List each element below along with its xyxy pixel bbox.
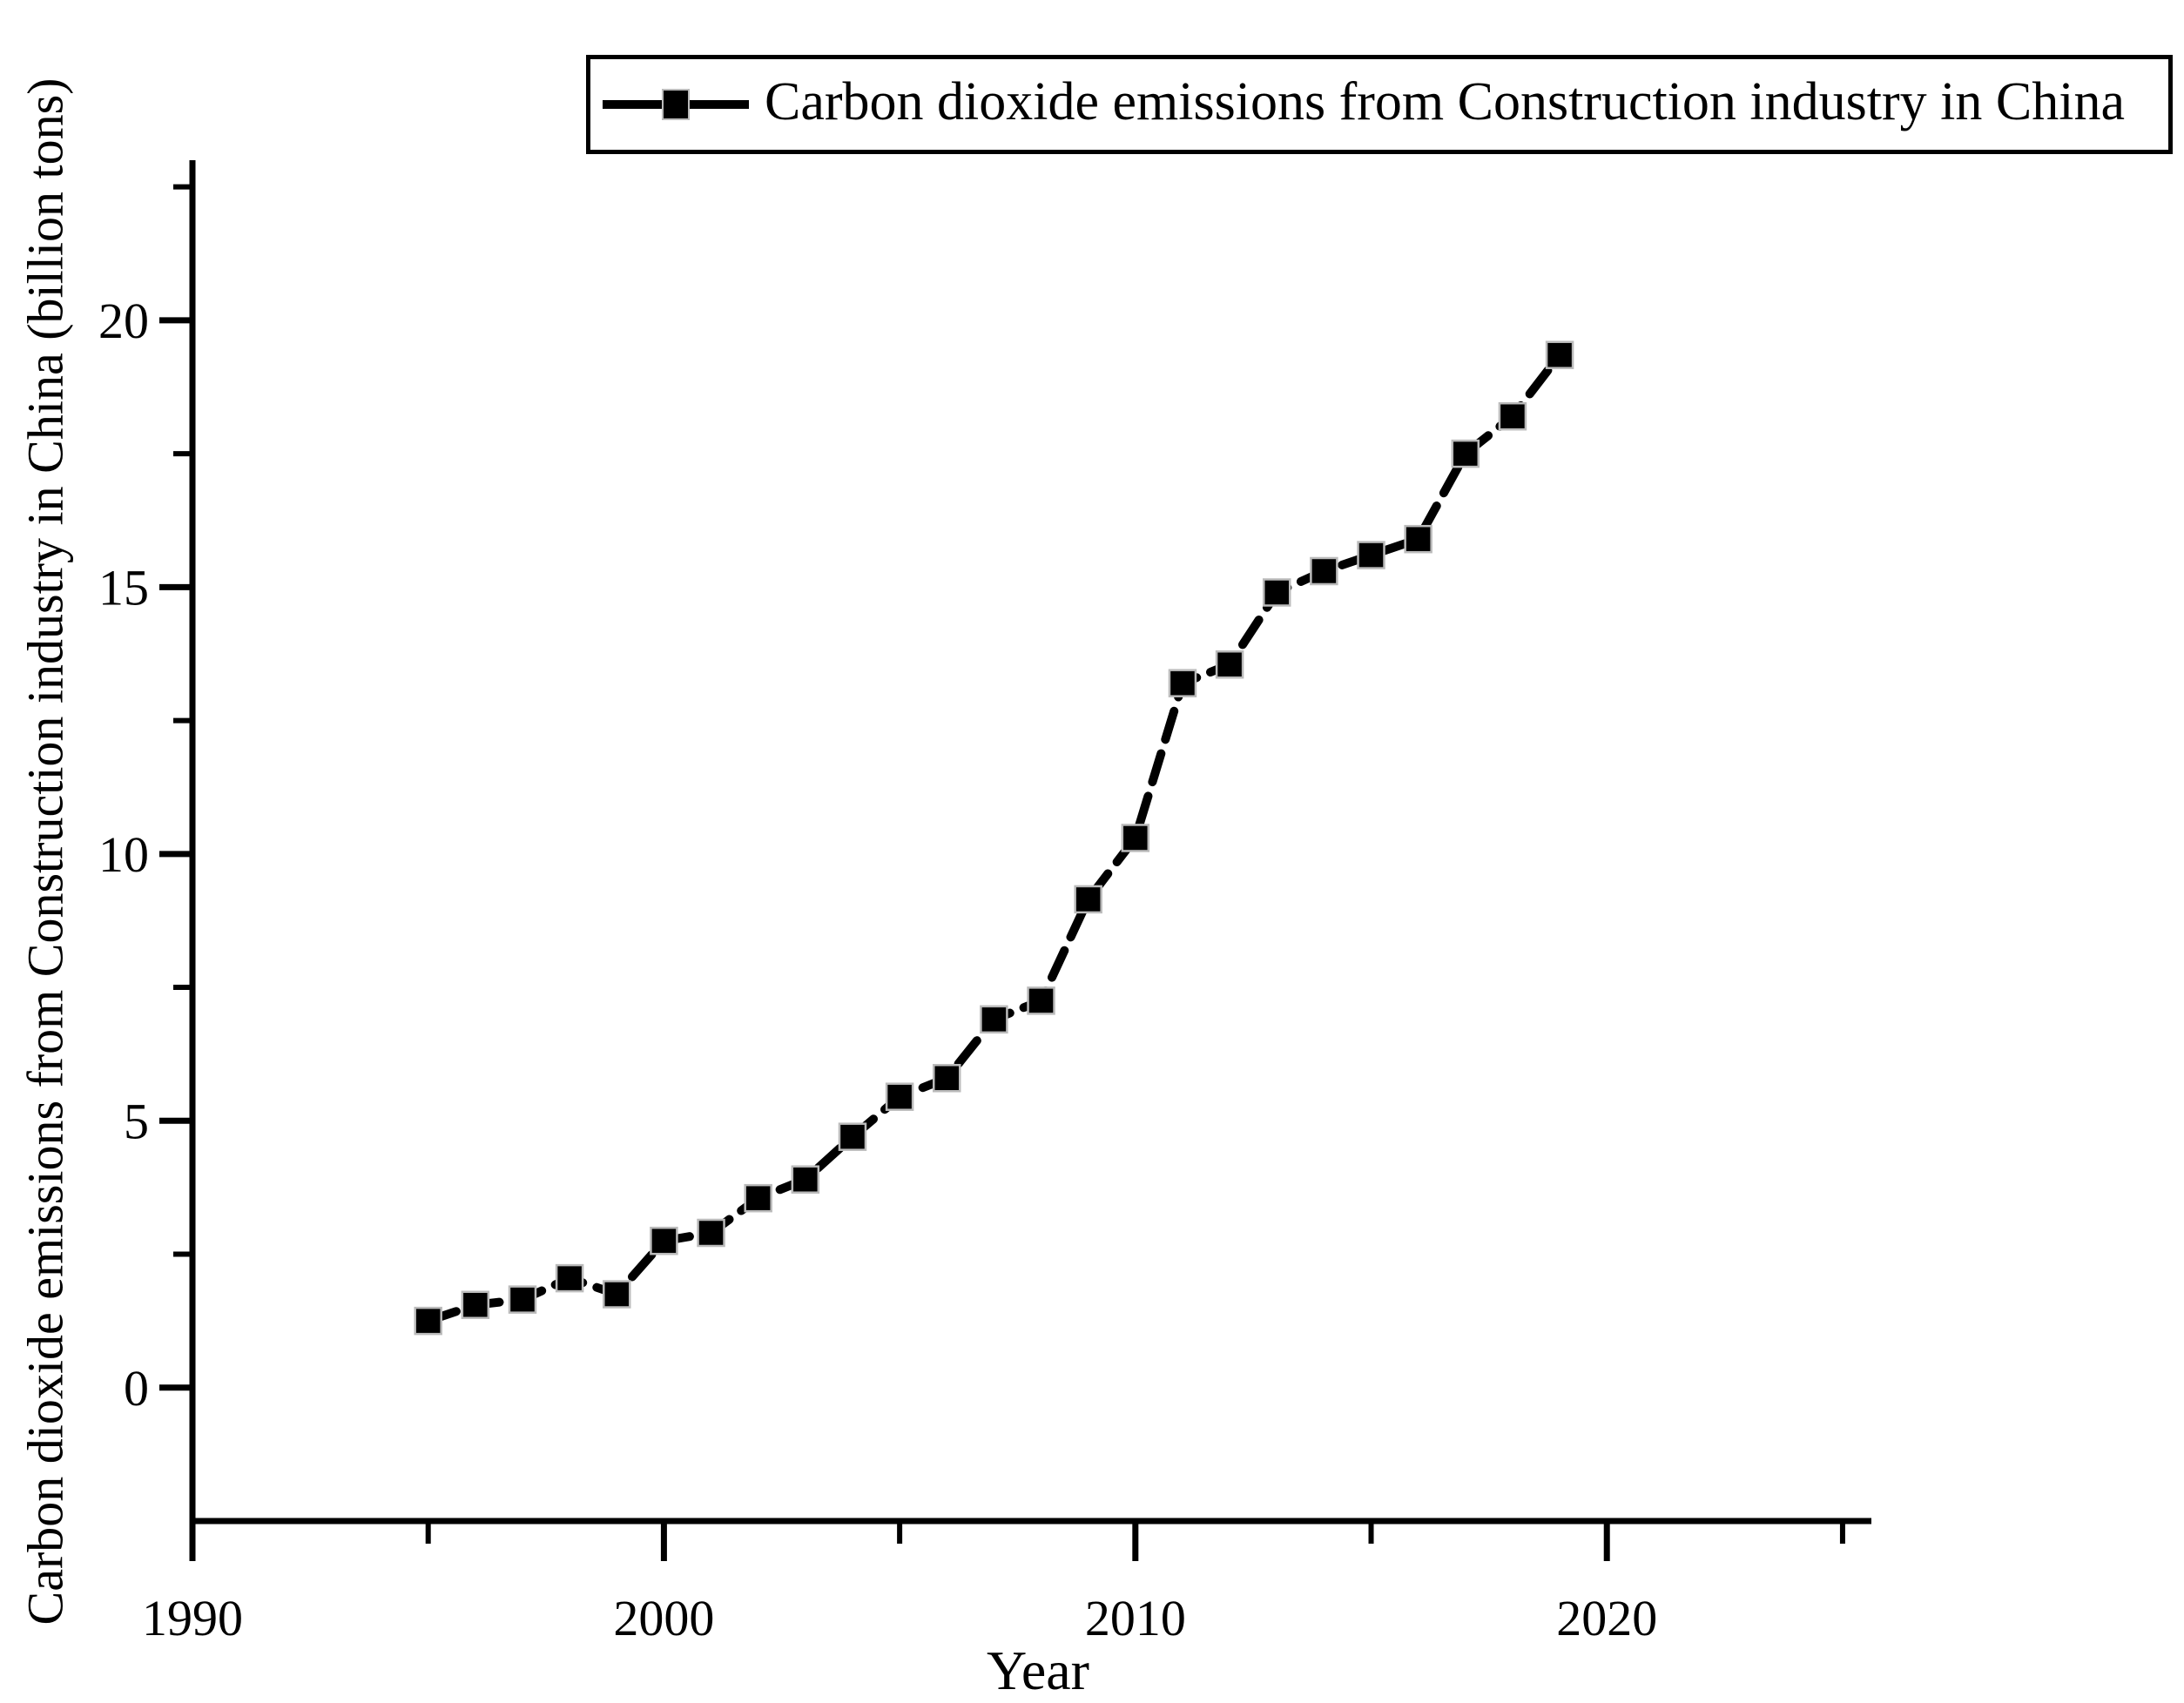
data-point-2003 bbox=[791, 1165, 820, 1194]
y-tick-label: 10 bbox=[98, 826, 149, 883]
data-point-2017 bbox=[1451, 439, 1480, 468]
x-tick-label: 2000 bbox=[613, 1590, 714, 1646]
data-point-2008 bbox=[1027, 986, 1055, 1015]
data-point-2016 bbox=[1404, 524, 1432, 554]
legend-label: Carbon dioxide emissions from Constructi… bbox=[765, 72, 2125, 131]
data-point-2018 bbox=[1498, 401, 1527, 431]
data-point-2010 bbox=[1121, 824, 1150, 852]
x-tick-label: 2020 bbox=[1556, 1590, 1657, 1646]
data-point-2000 bbox=[650, 1226, 678, 1255]
data-point-1999 bbox=[603, 1280, 631, 1309]
legend-marker-icon bbox=[603, 59, 749, 150]
data-point-2014 bbox=[1310, 556, 1338, 586]
data-point-2005 bbox=[885, 1082, 914, 1111]
y-tick-label: 20 bbox=[98, 293, 149, 349]
data-point-2006 bbox=[933, 1064, 961, 1093]
data-point-2011 bbox=[1168, 669, 1197, 697]
data-point-1996 bbox=[461, 1290, 490, 1320]
y-tick-label: 5 bbox=[124, 1093, 149, 1149]
data-point-1998 bbox=[555, 1263, 584, 1293]
data-point-1997 bbox=[508, 1285, 537, 1314]
data-point-2007 bbox=[980, 1005, 1008, 1034]
y-tick-label: 0 bbox=[124, 1360, 149, 1417]
legend-square-icon bbox=[662, 89, 690, 120]
y-axis-title: Carbon dioxide emissions from Constructi… bbox=[17, 77, 74, 1626]
data-point-2019 bbox=[1545, 340, 1574, 369]
data-point-1995 bbox=[414, 1306, 442, 1336]
data-point-2001 bbox=[697, 1218, 725, 1248]
legend-box: Carbon dioxide emissions from Constructi… bbox=[586, 55, 2173, 154]
data-point-2015 bbox=[1357, 541, 1385, 569]
data-series-line bbox=[423, 350, 1565, 1326]
x-tick-label: 1990 bbox=[142, 1590, 243, 1646]
data-point-2009 bbox=[1074, 885, 1102, 914]
data-point-2004 bbox=[838, 1122, 867, 1151]
x-axis-title: Year bbox=[987, 1639, 1089, 1701]
data-point-2013 bbox=[1262, 578, 1291, 607]
x-tick-label: 2010 bbox=[1085, 1590, 1186, 1646]
data-point-2012 bbox=[1215, 650, 1244, 679]
y-tick-label: 15 bbox=[98, 559, 149, 616]
data-point-2002 bbox=[744, 1183, 772, 1213]
